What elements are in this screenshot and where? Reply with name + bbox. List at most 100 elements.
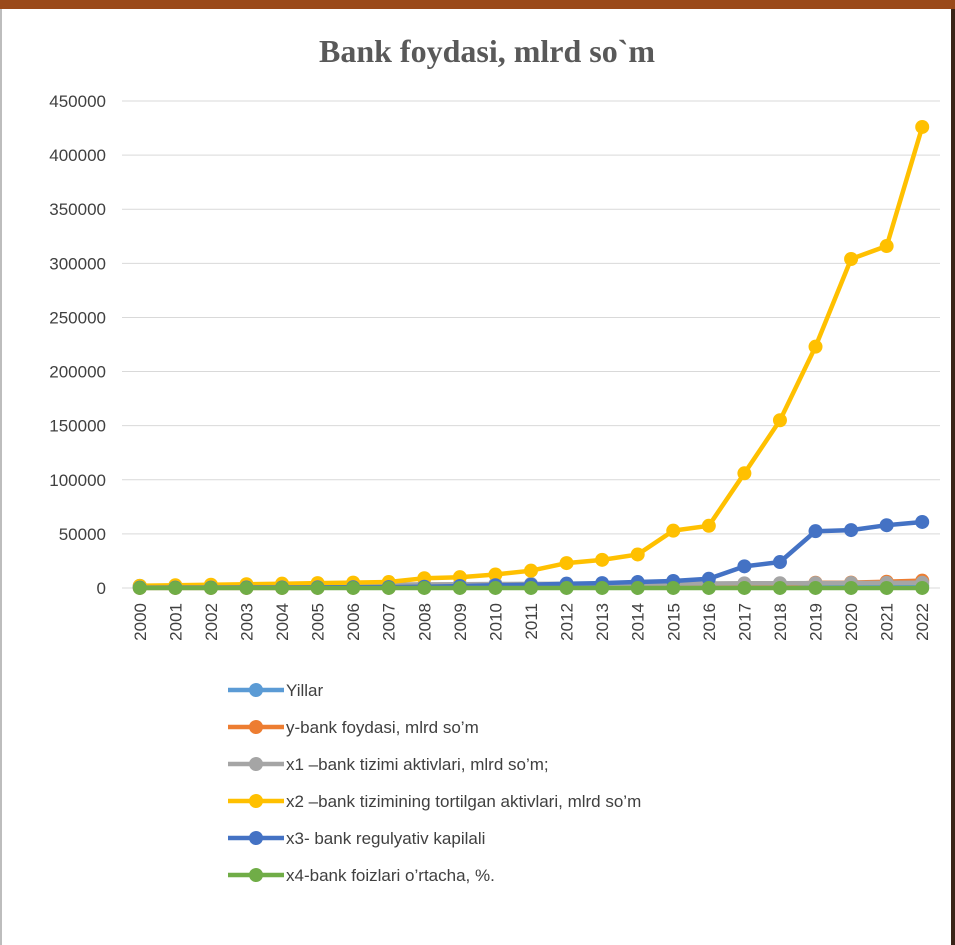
chart-title: Bank foydasi, mlrd so`m	[319, 33, 655, 69]
legend-item: x3- bank regulyativ kapilali	[228, 829, 485, 848]
data-point	[452, 580, 467, 595]
data-point	[915, 514, 930, 529]
x-tick-label: 2013	[593, 603, 612, 641]
data-point	[630, 580, 645, 595]
y-tick-label: 400000	[49, 146, 106, 165]
x-tick-label: 2003	[237, 603, 256, 641]
x-tick-label: 2014	[629, 603, 648, 641]
data-point	[203, 580, 218, 595]
y-tick-label: 200000	[49, 363, 106, 382]
y-tick-label: 100000	[49, 471, 106, 490]
data-point	[417, 580, 432, 595]
data-point	[346, 580, 361, 595]
x-tick-label: 2021	[878, 603, 897, 641]
y-axis-ticks: 0 50000 100000 150000 200000 250000 300000 3500…	[49, 92, 106, 598]
x-axis-ticks: 2000 2001 2002 2003 2004 2005 2006 2007 2008 2009…	[131, 603, 932, 641]
legend-label: y-bank foydasi, mlrd so’m	[286, 718, 479, 737]
top-border-bar	[0, 0, 955, 9]
data-point	[844, 580, 859, 595]
legend-label: x2 –bank tizimining tortilgan aktivlari,…	[286, 792, 641, 811]
x-tick-label: 2004	[273, 603, 292, 641]
legend-label: x1 –bank tizimi aktivlari, mlrd so’m;	[286, 755, 549, 774]
data-point	[381, 580, 396, 595]
legend-label: x3- bank regulyativ kapilali	[286, 829, 485, 848]
data-point	[524, 580, 538, 595]
data-point	[239, 580, 254, 595]
legend-item: x2 –bank tizimining tortilgan aktivlari,…	[228, 792, 641, 811]
legend-item: Yillar	[228, 681, 323, 700]
data-point	[879, 518, 894, 533]
y-tick-label: 0	[97, 579, 106, 598]
x-tick-label: 2018	[771, 603, 790, 641]
x-tick-label: 2008	[415, 603, 434, 641]
data-point	[666, 580, 681, 595]
legend-item: x1 –bank tizimi aktivlari, mlrd so’m;	[228, 755, 549, 774]
data-point	[844, 252, 859, 267]
legend-swatch-marker	[249, 757, 263, 771]
data-point	[879, 239, 894, 254]
data-point	[310, 580, 325, 595]
x-tick-label: 2016	[700, 603, 719, 641]
data-point	[772, 413, 787, 428]
data-point	[488, 567, 503, 582]
data-point	[915, 119, 930, 134]
data-point	[879, 580, 894, 595]
data-point	[701, 518, 716, 533]
data-point	[915, 580, 930, 595]
y-tick-label: 300000	[49, 254, 106, 273]
data-point	[808, 524, 823, 539]
x-tick-label: 2010	[486, 603, 505, 641]
series-3	[132, 119, 930, 593]
x-tick-label: 2005	[309, 603, 328, 641]
right-border	[951, 9, 955, 945]
x-tick-label: 2007	[380, 603, 399, 641]
legend-swatch-marker	[249, 868, 263, 882]
data-point	[595, 580, 610, 595]
x-tick-label: 2001	[166, 603, 185, 641]
legend-item: y-bank foydasi, mlrd so’m	[228, 718, 479, 737]
y-tick-label: 350000	[49, 200, 106, 219]
legend: Yillar y-bank foydasi, mlrd so’m x1 –bank …	[228, 681, 641, 885]
data-point	[844, 523, 859, 538]
y-tick-label: 450000	[49, 92, 106, 111]
data-point	[559, 556, 574, 571]
legend-swatch-marker	[249, 683, 263, 697]
legend-swatch-marker	[249, 831, 263, 845]
left-border	[0, 9, 2, 945]
x-tick-label: 2011	[522, 603, 541, 640]
data-point	[666, 523, 681, 538]
data-point	[701, 580, 716, 595]
x-tick-label: 2022	[913, 603, 932, 641]
data-point	[772, 580, 787, 595]
data-point	[808, 339, 823, 354]
y-tick-label: 50000	[59, 525, 106, 544]
data-point	[595, 552, 610, 567]
data-point	[275, 580, 290, 595]
data-point	[737, 559, 752, 574]
x-tick-label: 2012	[558, 603, 577, 641]
series-line	[139, 126, 925, 589]
x-tick-label: 2000	[131, 603, 150, 641]
data-point	[559, 580, 574, 595]
series-5	[132, 580, 930, 595]
data-point	[168, 580, 183, 595]
legend-item: x4-bank foizlari o’rtacha, %.	[228, 866, 495, 885]
data-point	[737, 580, 752, 595]
x-tick-label: 2002	[202, 603, 221, 641]
x-tick-label: 2015	[664, 603, 683, 641]
y-tick-label: 150000	[49, 417, 106, 436]
legend-label: Yillar	[286, 681, 323, 700]
data-point	[737, 466, 752, 481]
x-tick-label: 2009	[451, 603, 470, 641]
legend-label: x4-bank foizlari o’rtacha, %.	[286, 866, 495, 885]
legend-swatch-marker	[249, 720, 263, 734]
series-layer	[132, 119, 930, 595]
data-point	[772, 555, 787, 570]
data-point	[524, 563, 538, 578]
x-tick-label: 2017	[735, 603, 754, 641]
data-point	[630, 547, 645, 562]
x-tick-label: 2006	[344, 603, 363, 641]
y-tick-label: 250000	[49, 308, 106, 327]
